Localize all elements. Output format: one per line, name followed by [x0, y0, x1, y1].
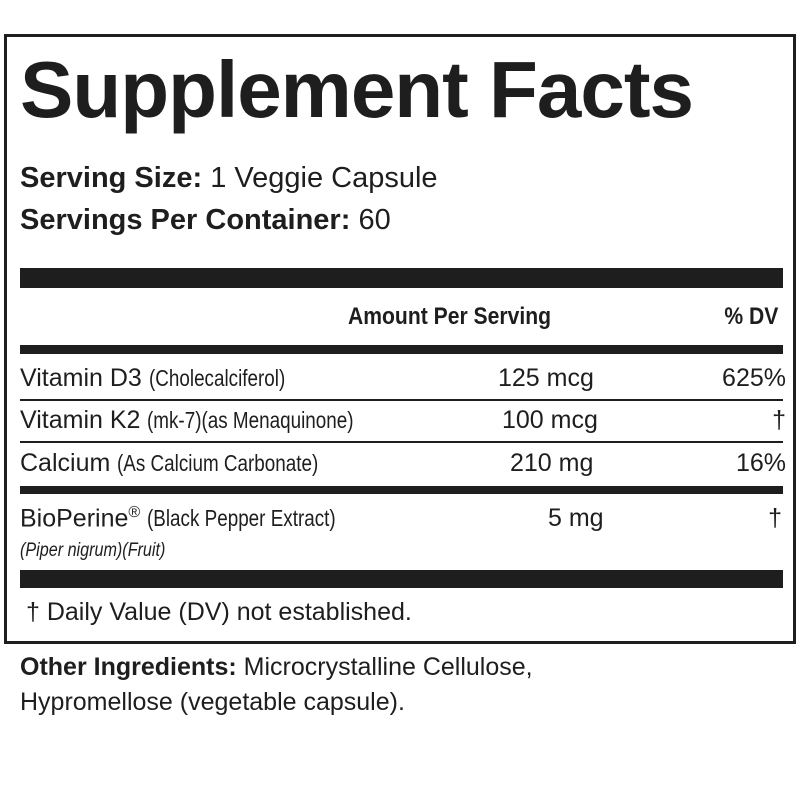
footnote: † Daily Value (DV) not established.	[26, 598, 412, 626]
servings-per-container-label: Servings Per Container:	[20, 204, 351, 236]
servings-per-container: Servings Per Container: 60	[20, 204, 391, 237]
amount-header: Amount Per Serving	[348, 303, 552, 330]
nutrient-amount: 125 mcg	[498, 364, 594, 392]
row-divider-thick	[20, 486, 783, 494]
nutrient-source: (Piper nigrum)(Fruit)	[20, 540, 166, 561]
nutrient-name: Vitamin D3 (Cholecalciferol)	[20, 364, 286, 392]
nutrient-amount: 210 mg	[510, 449, 594, 477]
panel-title: Supplement Facts	[20, 45, 694, 134]
thick-divider	[20, 570, 783, 588]
header-divider	[20, 345, 783, 354]
other-ingredients-line1: Microcrystalline Cellulose,	[243, 653, 533, 681]
nutrient-name: BioPerine® (Black Pepper Extract)	[20, 504, 336, 533]
nutrient-dv: 625%	[722, 364, 786, 392]
nutrient-name: Vitamin K2 (mk-7)(as Menaquinone)	[20, 406, 354, 434]
nutrient-name: Calcium (As Calcium Carbonate)	[20, 449, 319, 477]
servings-per-container-value: 60	[358, 204, 391, 236]
row-divider	[20, 399, 783, 401]
nutrient-dv: †	[772, 406, 786, 434]
other-ingredients: Other Ingredients: Microcrystalline Cell…	[20, 653, 533, 682]
thick-divider	[20, 268, 783, 288]
nutrient-amount: 5 mg	[548, 504, 604, 532]
serving-size-value: 1 Veggie Capsule	[210, 162, 438, 194]
serving-size: Serving Size: 1 Veggie Capsule	[20, 162, 438, 195]
nutrient-dv: †	[768, 504, 782, 532]
dv-header: % DV	[724, 303, 778, 330]
nutrient-dv: 16%	[735, 449, 786, 477]
other-ingredients-line2: Hypromellose (vegetable capsule).	[20, 688, 405, 716]
other-ingredients-label: Other Ingredients:	[20, 653, 237, 681]
supplement-facts-panel	[4, 34, 796, 644]
row-divider	[20, 441, 783, 443]
serving-size-label: Serving Size:	[20, 162, 203, 194]
nutrient-amount: 100 mcg	[502, 406, 598, 434]
